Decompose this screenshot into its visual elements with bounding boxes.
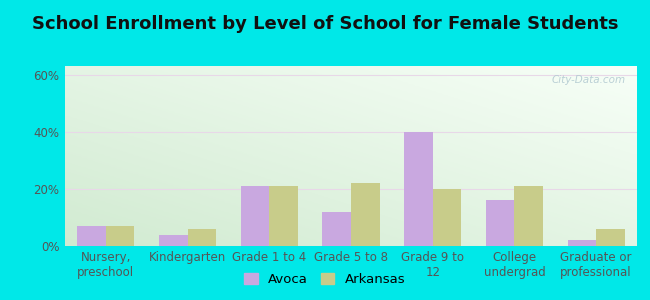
- Legend: Avoca, Arkansas: Avoca, Arkansas: [240, 269, 410, 290]
- Bar: [596, 229, 625, 246]
- Bar: [188, 229, 216, 246]
- Bar: [322, 212, 351, 246]
- Bar: [433, 189, 462, 246]
- Bar: [159, 235, 188, 246]
- Bar: [486, 200, 514, 246]
- Bar: [106, 226, 135, 246]
- Text: City-Data.com: City-Data.com: [551, 75, 625, 85]
- Bar: [269, 186, 298, 246]
- Text: School Enrollment by Level of School for Female Students: School Enrollment by Level of School for…: [32, 15, 618, 33]
- Bar: [77, 226, 106, 246]
- Bar: [240, 186, 269, 246]
- Bar: [567, 240, 596, 246]
- Bar: [351, 183, 380, 246]
- Bar: [404, 132, 433, 246]
- Bar: [514, 186, 543, 246]
